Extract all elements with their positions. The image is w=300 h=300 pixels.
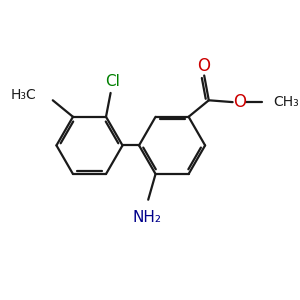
Text: O: O bbox=[197, 57, 210, 75]
Text: O: O bbox=[233, 93, 247, 111]
Text: NH₂: NH₂ bbox=[133, 210, 162, 225]
Text: H₃C: H₃C bbox=[11, 88, 36, 102]
Text: CH₃: CH₃ bbox=[273, 95, 299, 109]
Text: Cl: Cl bbox=[105, 74, 120, 89]
